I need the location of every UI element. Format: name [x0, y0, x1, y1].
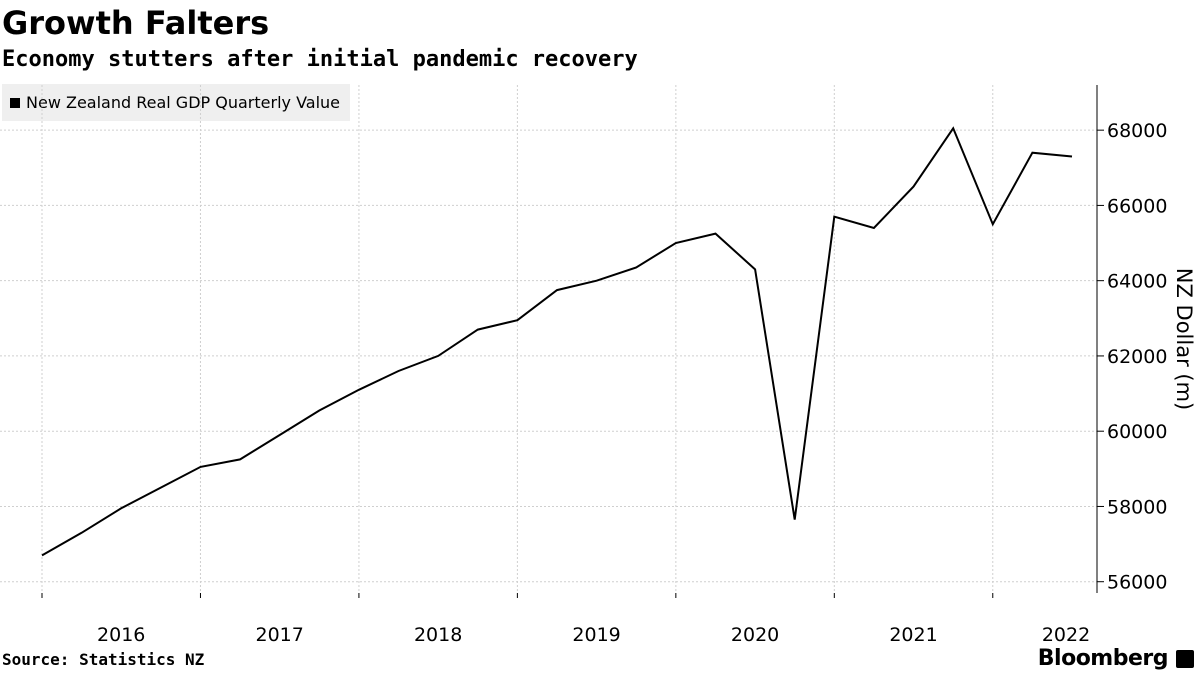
- y-tick-label: 66000: [1107, 195, 1167, 217]
- y-tick-label: 60000: [1107, 421, 1167, 443]
- series-line-gdp: [41, 126, 1073, 557]
- series-layer: [41, 126, 1073, 557]
- legend-swatch: [10, 97, 20, 108]
- legend-label: New Zealand Real GDP Quarterly Value: [26, 93, 341, 112]
- x-tick-label: 2016: [97, 624, 145, 646]
- chart-title: Growth Falters: [2, 4, 270, 42]
- bloomberg-chart-icon: [1176, 650, 1194, 668]
- grid: [0, 85, 1097, 593]
- legend: New Zealand Real GDP Quarterly Value: [2, 84, 351, 121]
- y-tick-label: 58000: [1107, 496, 1167, 518]
- chart-subtitle: Economy stutters after initial pandemic …: [2, 47, 638, 72]
- x-tick-label: 2018: [414, 624, 462, 646]
- x-tick-label: 2019: [572, 624, 620, 646]
- source-note: Source: Statistics NZ: [2, 650, 205, 669]
- x-tick-label: 2017: [256, 624, 304, 646]
- x-tick-label: 2022: [1042, 624, 1090, 646]
- y-tick-label: 62000: [1107, 346, 1167, 368]
- x-tick-label: 2021: [889, 624, 937, 646]
- axes: 56000 58000 60000 62000 64000 66000 68000 2016 2…: [41, 85, 1196, 646]
- y-tick-label: 64000: [1107, 271, 1167, 293]
- y-tick-label: 56000: [1107, 572, 1167, 594]
- y-axis-label: NZ Dollar (m): [1172, 268, 1196, 410]
- brand-logo: Bloomberg: [1037, 646, 1169, 671]
- x-tick-label: 2020: [731, 624, 779, 646]
- y-tick-label: 68000: [1107, 120, 1167, 142]
